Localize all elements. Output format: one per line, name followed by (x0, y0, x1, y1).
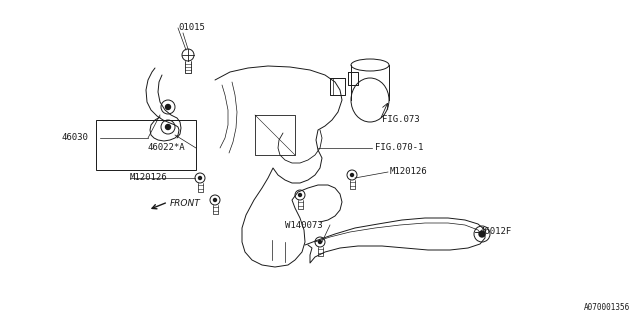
Text: 46030: 46030 (62, 133, 89, 142)
Circle shape (479, 231, 485, 237)
Text: A070001356: A070001356 (584, 303, 630, 312)
Circle shape (166, 124, 170, 130)
Text: 01015: 01015 (178, 23, 205, 33)
Text: 46022*A: 46022*A (148, 143, 186, 153)
Text: FIG.073: FIG.073 (382, 116, 420, 124)
Circle shape (198, 177, 202, 180)
Text: M120126: M120126 (390, 167, 428, 177)
Text: FRONT: FRONT (170, 198, 201, 207)
Text: M120126: M120126 (130, 173, 168, 182)
Circle shape (319, 241, 321, 244)
Text: 46012F: 46012F (480, 228, 512, 236)
Text: FIG.070-1: FIG.070-1 (375, 143, 424, 153)
Circle shape (214, 198, 216, 202)
Circle shape (298, 194, 301, 196)
Circle shape (351, 173, 353, 177)
Bar (96, 120, 196, 170)
Circle shape (166, 105, 170, 109)
Text: W140073: W140073 (285, 220, 323, 229)
